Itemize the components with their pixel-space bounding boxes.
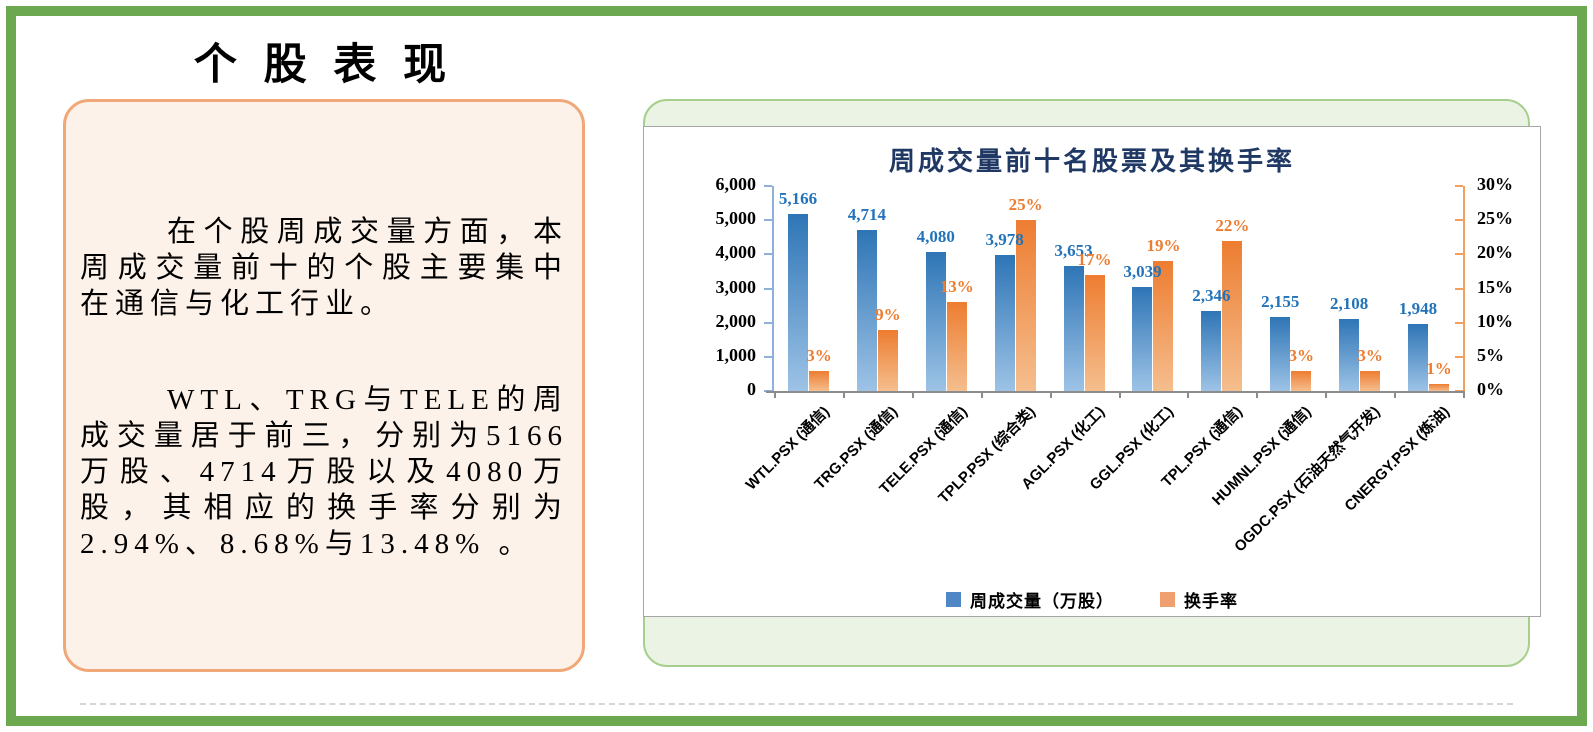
volume-bar: [1063, 266, 1084, 391]
x-axis-line: [766, 391, 1465, 393]
turnover-bar: [946, 302, 967, 391]
y-axis-right-line: [1463, 186, 1465, 393]
turnover-value-label: 25%: [1008, 195, 1043, 215]
x-axis-tick: [1463, 391, 1465, 398]
y-axis-right-label: 0%: [1477, 379, 1504, 399]
y-axis-left-line: [772, 186, 774, 393]
y-axis-right-tick: [1455, 287, 1463, 290]
volume-bar: [1339, 318, 1360, 391]
x-axis-tick: [1325, 391, 1328, 398]
volume-bar: [1201, 310, 1222, 391]
turnover-value-label: 17%: [1077, 249, 1112, 269]
y-axis-left-label: 2,000: [715, 310, 757, 331]
volume-value-label: 2,155: [1261, 292, 1300, 312]
volume-value-label: 1,948: [1398, 299, 1438, 319]
y-axis-left-tick: [764, 355, 772, 358]
commentary-paragraph-2: WTL、TRG与TELE的周成交量居于前三，分别为5166万股、4714万股以及…: [80, 384, 568, 560]
volume-bar: [1408, 324, 1429, 391]
turnover-bar: [1429, 384, 1450, 391]
y-axis-right-label: 20%: [1477, 242, 1513, 263]
y-axis-right-tick: [1455, 253, 1463, 256]
legend-label: 换手率: [1184, 592, 1238, 611]
volume-value-label: 2,108: [1330, 293, 1369, 313]
volume-bar: [856, 229, 877, 391]
y-axis-left-tick: [764, 287, 772, 290]
turnover-bar: [1084, 274, 1105, 391]
y-axis-left-label: 4,000: [715, 242, 757, 263]
y-axis-left-label: 1,000: [715, 344, 757, 365]
legend-label: 周成交量（万股）: [970, 592, 1114, 611]
volume-bar: [925, 251, 946, 391]
y-axis-right-label: 15%: [1477, 276, 1513, 297]
turnover-value-label: 19%: [1146, 236, 1181, 256]
legend-item: 换手率: [1160, 587, 1238, 612]
bottom-dashed-divider: [80, 703, 1513, 705]
x-axis-tick: [842, 391, 845, 398]
turnover-value-label: 3%: [806, 345, 832, 365]
y-axis-left-label: 3,000: [715, 276, 757, 297]
volume-bar: [1270, 317, 1291, 391]
x-axis-tick: [1187, 391, 1190, 398]
turnover-value-label: 13%: [939, 277, 974, 297]
y-axis-left-tick: [764, 321, 772, 324]
volume-value-label: 3,039: [1123, 262, 1162, 282]
y-axis-right-label: 30%: [1477, 174, 1513, 194]
legend-swatch-icon: [1160, 592, 1175, 607]
turnover-bar: [1015, 220, 1036, 391]
page-title: 个 股 表 现: [193, 42, 455, 89]
volume-bar: [1132, 287, 1153, 391]
y-axis-left-label: 0: [747, 379, 756, 399]
x-axis-tick: [911, 391, 914, 398]
commentary-box: 在个股周成交量方面，本周成交量前十的个股主要集中在通信与化工行业。 WTL、TR…: [63, 99, 585, 672]
turnover-value-label: 22%: [1215, 215, 1250, 235]
commentary-paragraph-1: 在个股周成交量方面，本周成交量前十的个股主要集中在通信与化工行业。: [80, 216, 568, 320]
turnover-value-label: 3%: [1357, 345, 1383, 365]
volume-bar: [994, 255, 1015, 391]
y-axis-left-label: 5,000: [715, 208, 757, 229]
x-axis-tick: [980, 391, 983, 398]
volume-bar: [787, 214, 808, 391]
y-axis-right-tick: [1455, 185, 1463, 187]
volume-value-label: 3,653: [1054, 241, 1093, 261]
turnover-bar: [1291, 370, 1312, 391]
volume-value-label: 5,166: [778, 189, 818, 209]
turnover-bar: [808, 370, 829, 391]
y-axis-right-tick: [1455, 321, 1463, 324]
x-axis-tick: [1049, 391, 1052, 398]
chart-box: 周成交量前十名股票及其换手率 周成交量（万股） 换手率 6,000 5,000 4,0…: [643, 126, 1541, 617]
y-axis-right-label: 5%: [1477, 344, 1504, 365]
y-axis-left-label: 6,000: [715, 174, 757, 194]
legend-item: 周成交量（万股）: [946, 587, 1114, 612]
y-axis-right-label: 10%: [1477, 310, 1513, 331]
volume-value-label: 2,346: [1192, 285, 1231, 305]
turnover-value-label: 1%: [1426, 359, 1452, 379]
y-axis-right-tick: [1455, 219, 1463, 222]
chart-title: 周成交量前十名股票及其换手率: [888, 147, 1295, 176]
y-axis-left-tick: [764, 185, 772, 187]
volume-value-label: 4,714: [847, 204, 886, 224]
y-axis-right-tick: [1455, 355, 1463, 358]
y-axis-right-label: 25%: [1477, 208, 1513, 229]
volume-value-label: 4,080: [916, 226, 955, 246]
x-axis-tick: [774, 391, 776, 398]
x-axis-tick: [1118, 391, 1121, 398]
turnover-bar: [1222, 240, 1243, 391]
x-axis-tick: [1394, 391, 1397, 398]
volume-value-label: 3,978: [985, 230, 1024, 250]
turnover-bar: [1360, 370, 1381, 391]
x-axis-tick: [1256, 391, 1259, 398]
y-axis-left-tick: [764, 253, 772, 256]
legend-swatch-icon: [946, 592, 961, 607]
chart-legend: 周成交量（万股） 换手率: [946, 587, 1238, 612]
y-axis-left-tick: [764, 219, 772, 222]
turnover-bar: [1153, 261, 1174, 391]
turnover-value-label: 9%: [875, 304, 901, 324]
turnover-bar: [877, 329, 898, 391]
turnover-value-label: 3%: [1288, 345, 1315, 365]
